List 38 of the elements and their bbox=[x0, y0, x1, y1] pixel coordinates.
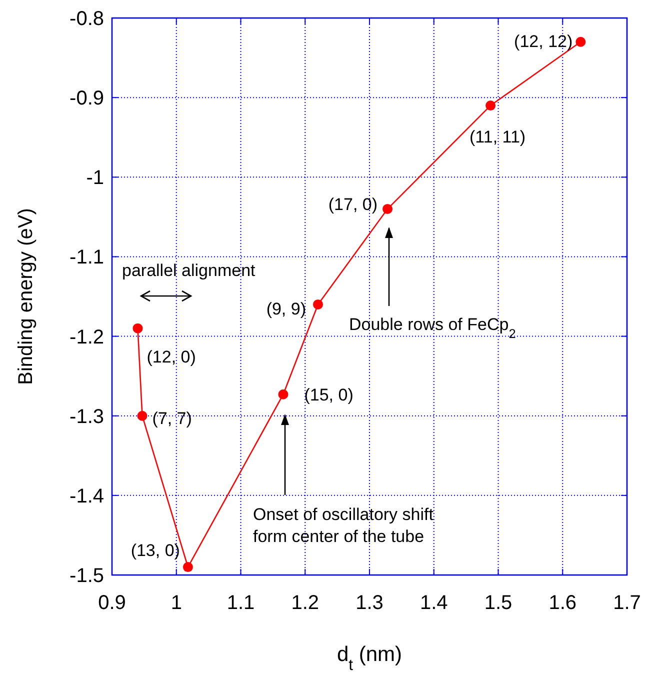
x-axis-title: d$_{t}$ (nm) bbox=[336, 643, 402, 674]
point bbox=[313, 299, 323, 310]
y-tick-label: -1.3 bbox=[70, 406, 104, 428]
annotation: (11, 11) bbox=[470, 128, 526, 147]
y-tick-label: -1.2 bbox=[70, 326, 104, 348]
x-tick-label: 0.9 bbox=[98, 592, 126, 614]
annotation: Onset of oscillatory shift form center of the tube bbox=[253, 505, 434, 546]
annotation: (15, 0) bbox=[304, 385, 354, 404]
x-tick-label: 1.4 bbox=[420, 592, 448, 614]
x-tick-label: 1.2 bbox=[291, 592, 320, 614]
x-tick-label: 1.6 bbox=[548, 592, 577, 614]
x-tick-label: 1.7 bbox=[613, 592, 641, 614]
y-tick-label: -1.4 bbox=[70, 485, 104, 508]
point bbox=[278, 389, 288, 400]
y-tick-label: -1.1 bbox=[70, 246, 104, 269]
point bbox=[576, 36, 586, 47]
annotation: (7, 7) bbox=[152, 408, 192, 428]
x-tick-label: 1.3 bbox=[356, 592, 384, 614]
y-tick-label: -0.9 bbox=[70, 88, 104, 110]
annotation: (9, 9) bbox=[266, 299, 306, 318]
x-tick-label: 1.1 bbox=[226, 592, 255, 614]
annotation: parallel alignment bbox=[122, 261, 256, 280]
y-axis-title: Binding energy (eV) bbox=[15, 208, 37, 385]
point bbox=[182, 562, 193, 572]
y-tick-label: -0.8 bbox=[70, 8, 104, 30]
x-tick-label: 1 bbox=[170, 592, 182, 614]
annotation: (17, 0) bbox=[328, 194, 378, 214]
annotation: (12, 0) bbox=[146, 347, 196, 366]
y-tick-label: -1 bbox=[86, 167, 104, 190]
y-tick-label: -1.5 bbox=[70, 565, 104, 587]
annotation: (13, 0) bbox=[130, 541, 180, 560]
point bbox=[382, 204, 393, 214]
x-tick-label: 1.5 bbox=[484, 592, 512, 614]
annotation: Double rows of FeCp$_{2}$ bbox=[349, 315, 516, 340]
point bbox=[486, 100, 496, 111]
point bbox=[137, 410, 148, 421]
annotation: (12, 12) bbox=[514, 32, 573, 51]
point bbox=[132, 323, 143, 334]
